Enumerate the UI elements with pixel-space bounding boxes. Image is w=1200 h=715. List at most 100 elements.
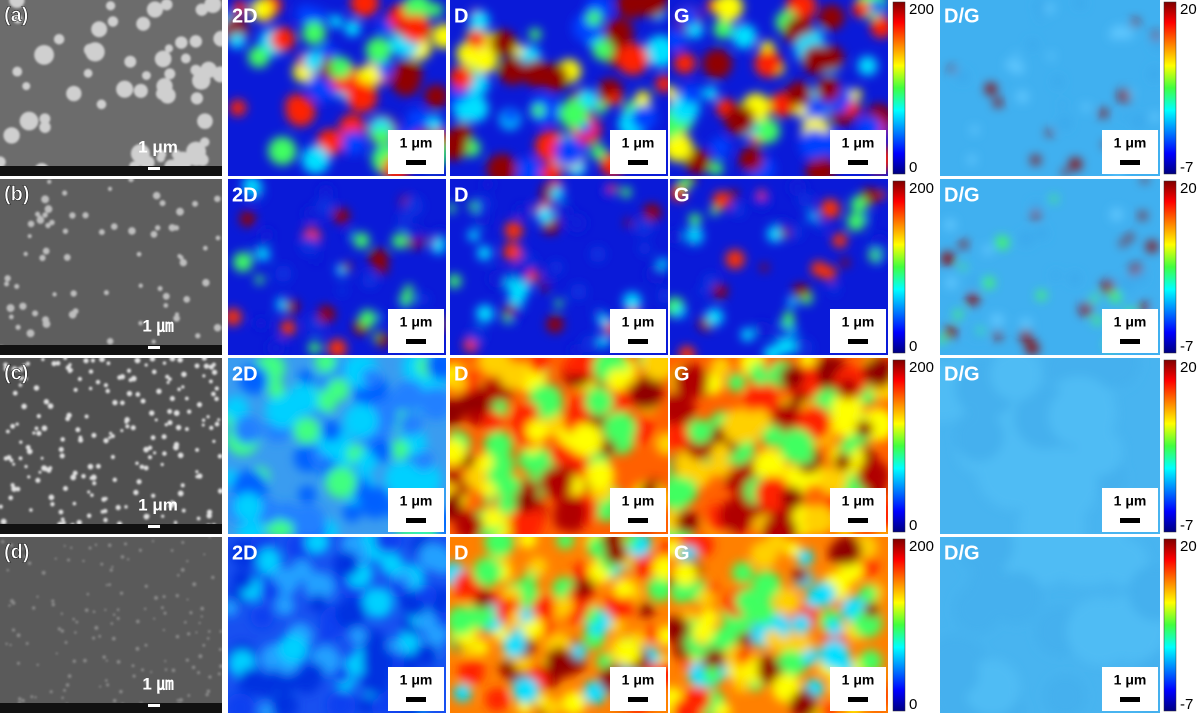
blob (239, 365, 269, 395)
blob (748, 409, 771, 433)
scale-box (610, 488, 666, 532)
blob (21, 403, 27, 410)
blob (98, 634, 102, 638)
blob (133, 83, 148, 98)
sem-image (0, 537, 222, 713)
blob (639, 602, 655, 618)
blob (41, 195, 50, 204)
blob (23, 376, 28, 381)
blob (27, 234, 32, 239)
blob (63, 544, 66, 547)
blob (135, 392, 141, 397)
blob (561, 691, 586, 713)
blob (168, 224, 176, 232)
blob (1101, 280, 1115, 294)
blob (177, 490, 184, 497)
blob (719, 498, 755, 534)
raman-map: G 1 μm (670, 358, 888, 534)
blob (151, 493, 156, 498)
blob (414, 451, 434, 471)
blob (8, 604, 11, 607)
blob (74, 631, 77, 634)
blob (217, 488, 222, 494)
blob (177, 574, 180, 577)
blob (260, 228, 274, 242)
blob (203, 363, 209, 369)
sem-image (0, 358, 222, 534)
sem-scale-bar (148, 167, 160, 170)
blob (181, 508, 186, 513)
blob (115, 504, 121, 511)
blob (678, 345, 696, 355)
blob (160, 462, 164, 467)
blob (211, 362, 216, 367)
blob (696, 589, 715, 607)
blob (175, 36, 188, 49)
blob (995, 235, 1009, 250)
blob (574, 582, 592, 599)
blob (173, 151, 193, 171)
blob (571, 644, 587, 660)
blob (389, 439, 410, 460)
blob (208, 537, 211, 539)
blob (128, 179, 134, 183)
blob (504, 221, 523, 240)
colorbar (892, 538, 906, 712)
blob (735, 588, 760, 614)
blob (598, 335, 610, 348)
blob (789, 690, 818, 713)
blob (65, 683, 70, 687)
blob (450, 274, 462, 288)
blob (165, 374, 170, 379)
blob (1051, 271, 1061, 280)
blob (750, 541, 778, 569)
blob (214, 396, 219, 402)
blob (18, 376, 24, 381)
blob (207, 630, 211, 633)
blob (320, 420, 342, 442)
blob (670, 118, 681, 139)
blob (18, 456, 23, 461)
scale-bar (848, 160, 868, 165)
blob (120, 400, 125, 406)
blob (201, 418, 206, 422)
blob (832, 233, 848, 248)
blob (138, 548, 143, 552)
blob (72, 501, 77, 506)
blob (43, 399, 50, 405)
blob (581, 335, 599, 353)
blob (162, 361, 167, 365)
blob (83, 658, 87, 663)
blob (786, 81, 812, 108)
blob (391, 68, 420, 97)
scale-box (830, 130, 886, 174)
blob (570, 283, 587, 301)
blob (173, 315, 180, 322)
blob (944, 219, 956, 231)
blob (702, 273, 718, 289)
blob (25, 642, 29, 645)
blob (124, 55, 137, 68)
colorbar (892, 180, 906, 354)
blob (154, 225, 161, 231)
blob (110, 454, 115, 460)
blob (73, 387, 78, 392)
blob (187, 694, 191, 697)
blob (846, 101, 861, 117)
map-label: 2D (232, 184, 258, 206)
blob (150, 230, 158, 238)
blob (103, 517, 108, 523)
scale-label: 1 μm (842, 672, 875, 688)
blob (208, 379, 213, 384)
blob (86, 592, 90, 596)
blob (231, 569, 254, 591)
blob (417, 612, 438, 634)
blob (202, 278, 210, 287)
blob (993, 331, 1002, 340)
blob (141, 668, 145, 672)
blob (585, 460, 615, 490)
blob (476, 196, 492, 212)
blob (36, 414, 41, 419)
blob (53, 33, 65, 45)
blob (1110, 208, 1124, 222)
